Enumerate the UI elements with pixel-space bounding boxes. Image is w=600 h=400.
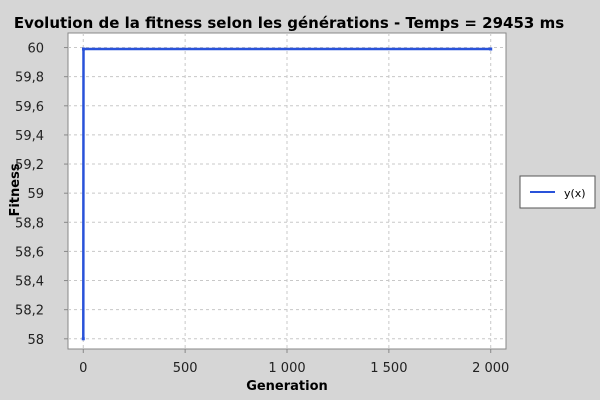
data-point bbox=[81, 337, 85, 341]
y-axis: 58 58,2 58,4 58,6 58,8 59 59,2 59,4 59,6 59,8 60 bbox=[15, 42, 68, 348]
data-point bbox=[81, 47, 85, 51]
y-tick-label: 59,6 bbox=[15, 100, 44, 115]
series-layer bbox=[81, 47, 493, 341]
chart-title: Evolution de la fitness selon les généra… bbox=[13, 14, 565, 32]
x-tick-label: 1 000 bbox=[268, 361, 305, 376]
y-tick-label: 58,8 bbox=[15, 216, 44, 231]
y-tick-label: 59 bbox=[27, 187, 44, 202]
y-tick-label: 58 bbox=[27, 333, 44, 348]
x-axis: 0 500 1 000 1 500 2 000 bbox=[79, 349, 509, 376]
y-axis-title: Fitness bbox=[8, 163, 23, 216]
y-tick-label: 58,2 bbox=[15, 304, 44, 319]
y-tick-label: 59,4 bbox=[15, 129, 44, 144]
data-point bbox=[489, 47, 493, 51]
x-tick-label: 2 000 bbox=[472, 361, 509, 376]
x-axis-title: Generation bbox=[246, 379, 328, 394]
legend-label: y(x) bbox=[564, 187, 586, 200]
y-tick-label: 60 bbox=[27, 42, 44, 57]
y-tick-label: 59,2 bbox=[15, 158, 44, 173]
x-tick-label: 500 bbox=[173, 361, 198, 376]
x-tick-label: 1 500 bbox=[370, 361, 407, 376]
legend: y(x) bbox=[519, 175, 596, 209]
y-tick-label: 58,6 bbox=[15, 245, 44, 260]
y-tick-label: 59,8 bbox=[15, 71, 44, 86]
x-tick-label: 0 bbox=[79, 361, 87, 376]
y-tick-label: 58,4 bbox=[15, 275, 44, 290]
